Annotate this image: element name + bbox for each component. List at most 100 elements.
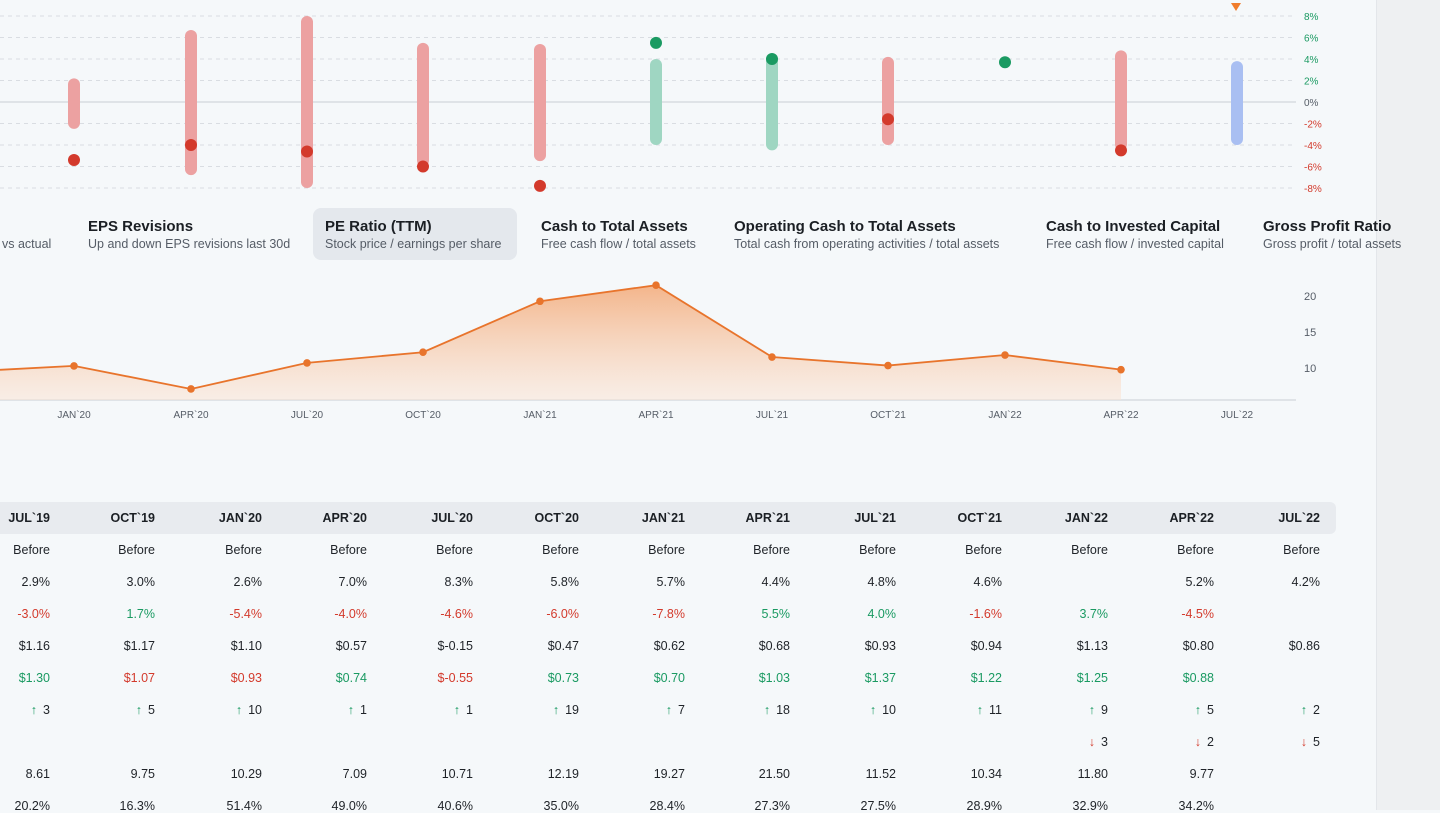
range-y-tick-label: 2%: [1304, 77, 1319, 88]
table-cell: 9.77: [1189, 767, 1214, 781]
table-header: [0, 502, 1336, 534]
table-cell: 4.4%: [761, 575, 791, 589]
arrow-up-icon: ↑: [869, 703, 877, 717]
metric-tab-4[interactable]: Operating Cash to Total Assets Total cash…: [722, 208, 999, 260]
table-cell: Before: [330, 543, 367, 557]
range-y-tick-label: -6%: [1304, 163, 1322, 174]
table-cell: 8.3%: [444, 575, 474, 589]
table-cell: Before: [753, 543, 790, 557]
revisions-count: 10: [882, 703, 896, 717]
arrow-up-icon: ↑: [1194, 703, 1202, 717]
actual-point[interactable]: [999, 56, 1011, 69]
metric-tab-title: PE Ratio (TTM): [325, 218, 432, 235]
table-cell: 8.61: [25, 767, 50, 781]
table-column-header: JUL`20: [431, 511, 473, 525]
pe-data-point[interactable]: [1001, 351, 1009, 359]
table-cell: 28.4%: [649, 799, 685, 813]
table-cell: Before: [436, 543, 473, 557]
actual-point[interactable]: [882, 113, 894, 126]
actual-point[interactable]: [301, 145, 313, 158]
actual-point[interactable]: [766, 53, 778, 65]
revisions-down-cell: ↓ 2: [1124, 735, 1214, 749]
pe-data-point[interactable]: [652, 281, 660, 289]
table-cell: Before: [965, 543, 1002, 557]
pe-data-point[interactable]: [1117, 365, 1125, 374]
metric-tab-description: Free cash flow / invested capital: [1046, 237, 1224, 251]
pe-data-point[interactable]: [70, 362, 78, 370]
table-cell: Before: [1177, 543, 1214, 557]
actual-point[interactable]: [185, 139, 197, 151]
table-cell: 34.2%: [1178, 799, 1214, 813]
estimate-range-bar: [1115, 50, 1127, 151]
metric-tab-description: Gross profit / total assets: [1263, 237, 1402, 251]
table-column-header: OCT`20: [534, 511, 579, 525]
pe-data-point[interactable]: [187, 385, 195, 393]
arrow-up-icon: ↑: [347, 703, 355, 717]
table-cell: $-0.55: [437, 671, 473, 685]
metric-tab-2[interactable]: PE Ratio (TTM) Stock price / earnings per…: [313, 208, 517, 260]
arrow-up-icon: ↑: [135, 703, 143, 717]
pe-data-point[interactable]: [884, 361, 892, 370]
pe-data-point[interactable]: [419, 348, 427, 357]
table-cell: $0.70: [653, 671, 685, 685]
revisions-count: 2: [1207, 735, 1214, 749]
estimate-range-bar: [68, 78, 80, 129]
table-cell: -5.4%: [229, 607, 262, 621]
range-y-tick-label: 4%: [1304, 55, 1319, 66]
range-y-tick-label: -2%: [1304, 120, 1322, 131]
estimate-range-bar: [882, 56, 894, 145]
actual-point[interactable]: [417, 160, 429, 173]
metric-tab-5[interactable]: Cash to Invested Capital Free cash flow /…: [1034, 208, 1224, 260]
metric-tab-3[interactable]: Cash to Total Assets Free cash flow / tot…: [529, 208, 696, 260]
scrollbar-track[interactable]: [1376, 0, 1440, 810]
table-cell: 27.3%: [754, 799, 790, 813]
table-cell: -4.0%: [334, 607, 367, 621]
revisions-down-cell: ↓ 5: [1230, 735, 1320, 749]
metric-tab-1[interactable]: EPS Revisions Up and down EPS revisions l…: [76, 208, 290, 260]
range-y-tick-label: -8%: [1304, 184, 1322, 195]
table-cell: 5.2%: [1185, 575, 1215, 589]
table-cell: 2.9%: [21, 575, 51, 589]
revisions-count: 9: [1101, 703, 1108, 717]
pe-x-tick-label: JUL`20: [291, 409, 324, 421]
actual-point[interactable]: [650, 36, 662, 49]
pe-data-point[interactable]: [768, 353, 776, 361]
revisions-up-cell: ↑ 5: [65, 703, 155, 717]
table-cell: $0.74: [335, 671, 367, 685]
table-cell: $1.13: [1076, 639, 1108, 653]
table-cell: 5.7%: [656, 575, 686, 589]
metric-tab-title: Gross Profit Ratio: [1263, 218, 1392, 235]
revisions-count: 3: [43, 703, 50, 717]
actual-point[interactable]: [534, 179, 546, 192]
table-column-header: JUL`19: [8, 511, 50, 525]
table-cell: Before: [648, 543, 685, 557]
table-cell: 10.71: [441, 767, 473, 781]
table-cell: 10.29: [230, 767, 262, 781]
pe-data-point[interactable]: [303, 359, 311, 367]
table-cell: 12.19: [547, 767, 579, 781]
arrow-up-icon: ↑: [976, 703, 984, 717]
metric-tab-6[interactable]: Gross Profit Ratio Gross profit / total a…: [1251, 208, 1401, 260]
revisions-up-cell: ↑ 19: [489, 703, 579, 717]
table-cell: 5.8%: [550, 575, 580, 589]
revisions-up-cell: ↑ 10: [806, 703, 896, 717]
table-cell: Before: [13, 543, 50, 557]
table-column-header: OCT`19: [110, 511, 155, 525]
table-cell: $0.73: [547, 671, 579, 685]
estimate-range-bar: [185, 29, 197, 176]
table-cell: $1.37: [864, 671, 896, 685]
pe-y-tick-label: 20: [1304, 291, 1316, 303]
actual-point[interactable]: [68, 154, 80, 167]
pe-data-point[interactable]: [536, 297, 544, 306]
revisions-count: 18: [776, 703, 790, 717]
pe-x-tick-label: JAN`22: [988, 409, 1022, 421]
table-cell: 4.6%: [973, 575, 1003, 589]
pe-x-tick-label: APR`22: [1103, 409, 1138, 421]
table-cell: 3.0%: [126, 575, 156, 589]
revisions-count: 3: [1101, 735, 1108, 749]
revisions-up-cell: ↑ 10: [172, 703, 262, 717]
actual-point[interactable]: [1115, 144, 1127, 157]
revisions-count: 7: [678, 703, 685, 717]
pe-y-tick-label: 10: [1304, 363, 1316, 375]
metric-tab-0[interactable]: vs actual: [0, 208, 51, 260]
